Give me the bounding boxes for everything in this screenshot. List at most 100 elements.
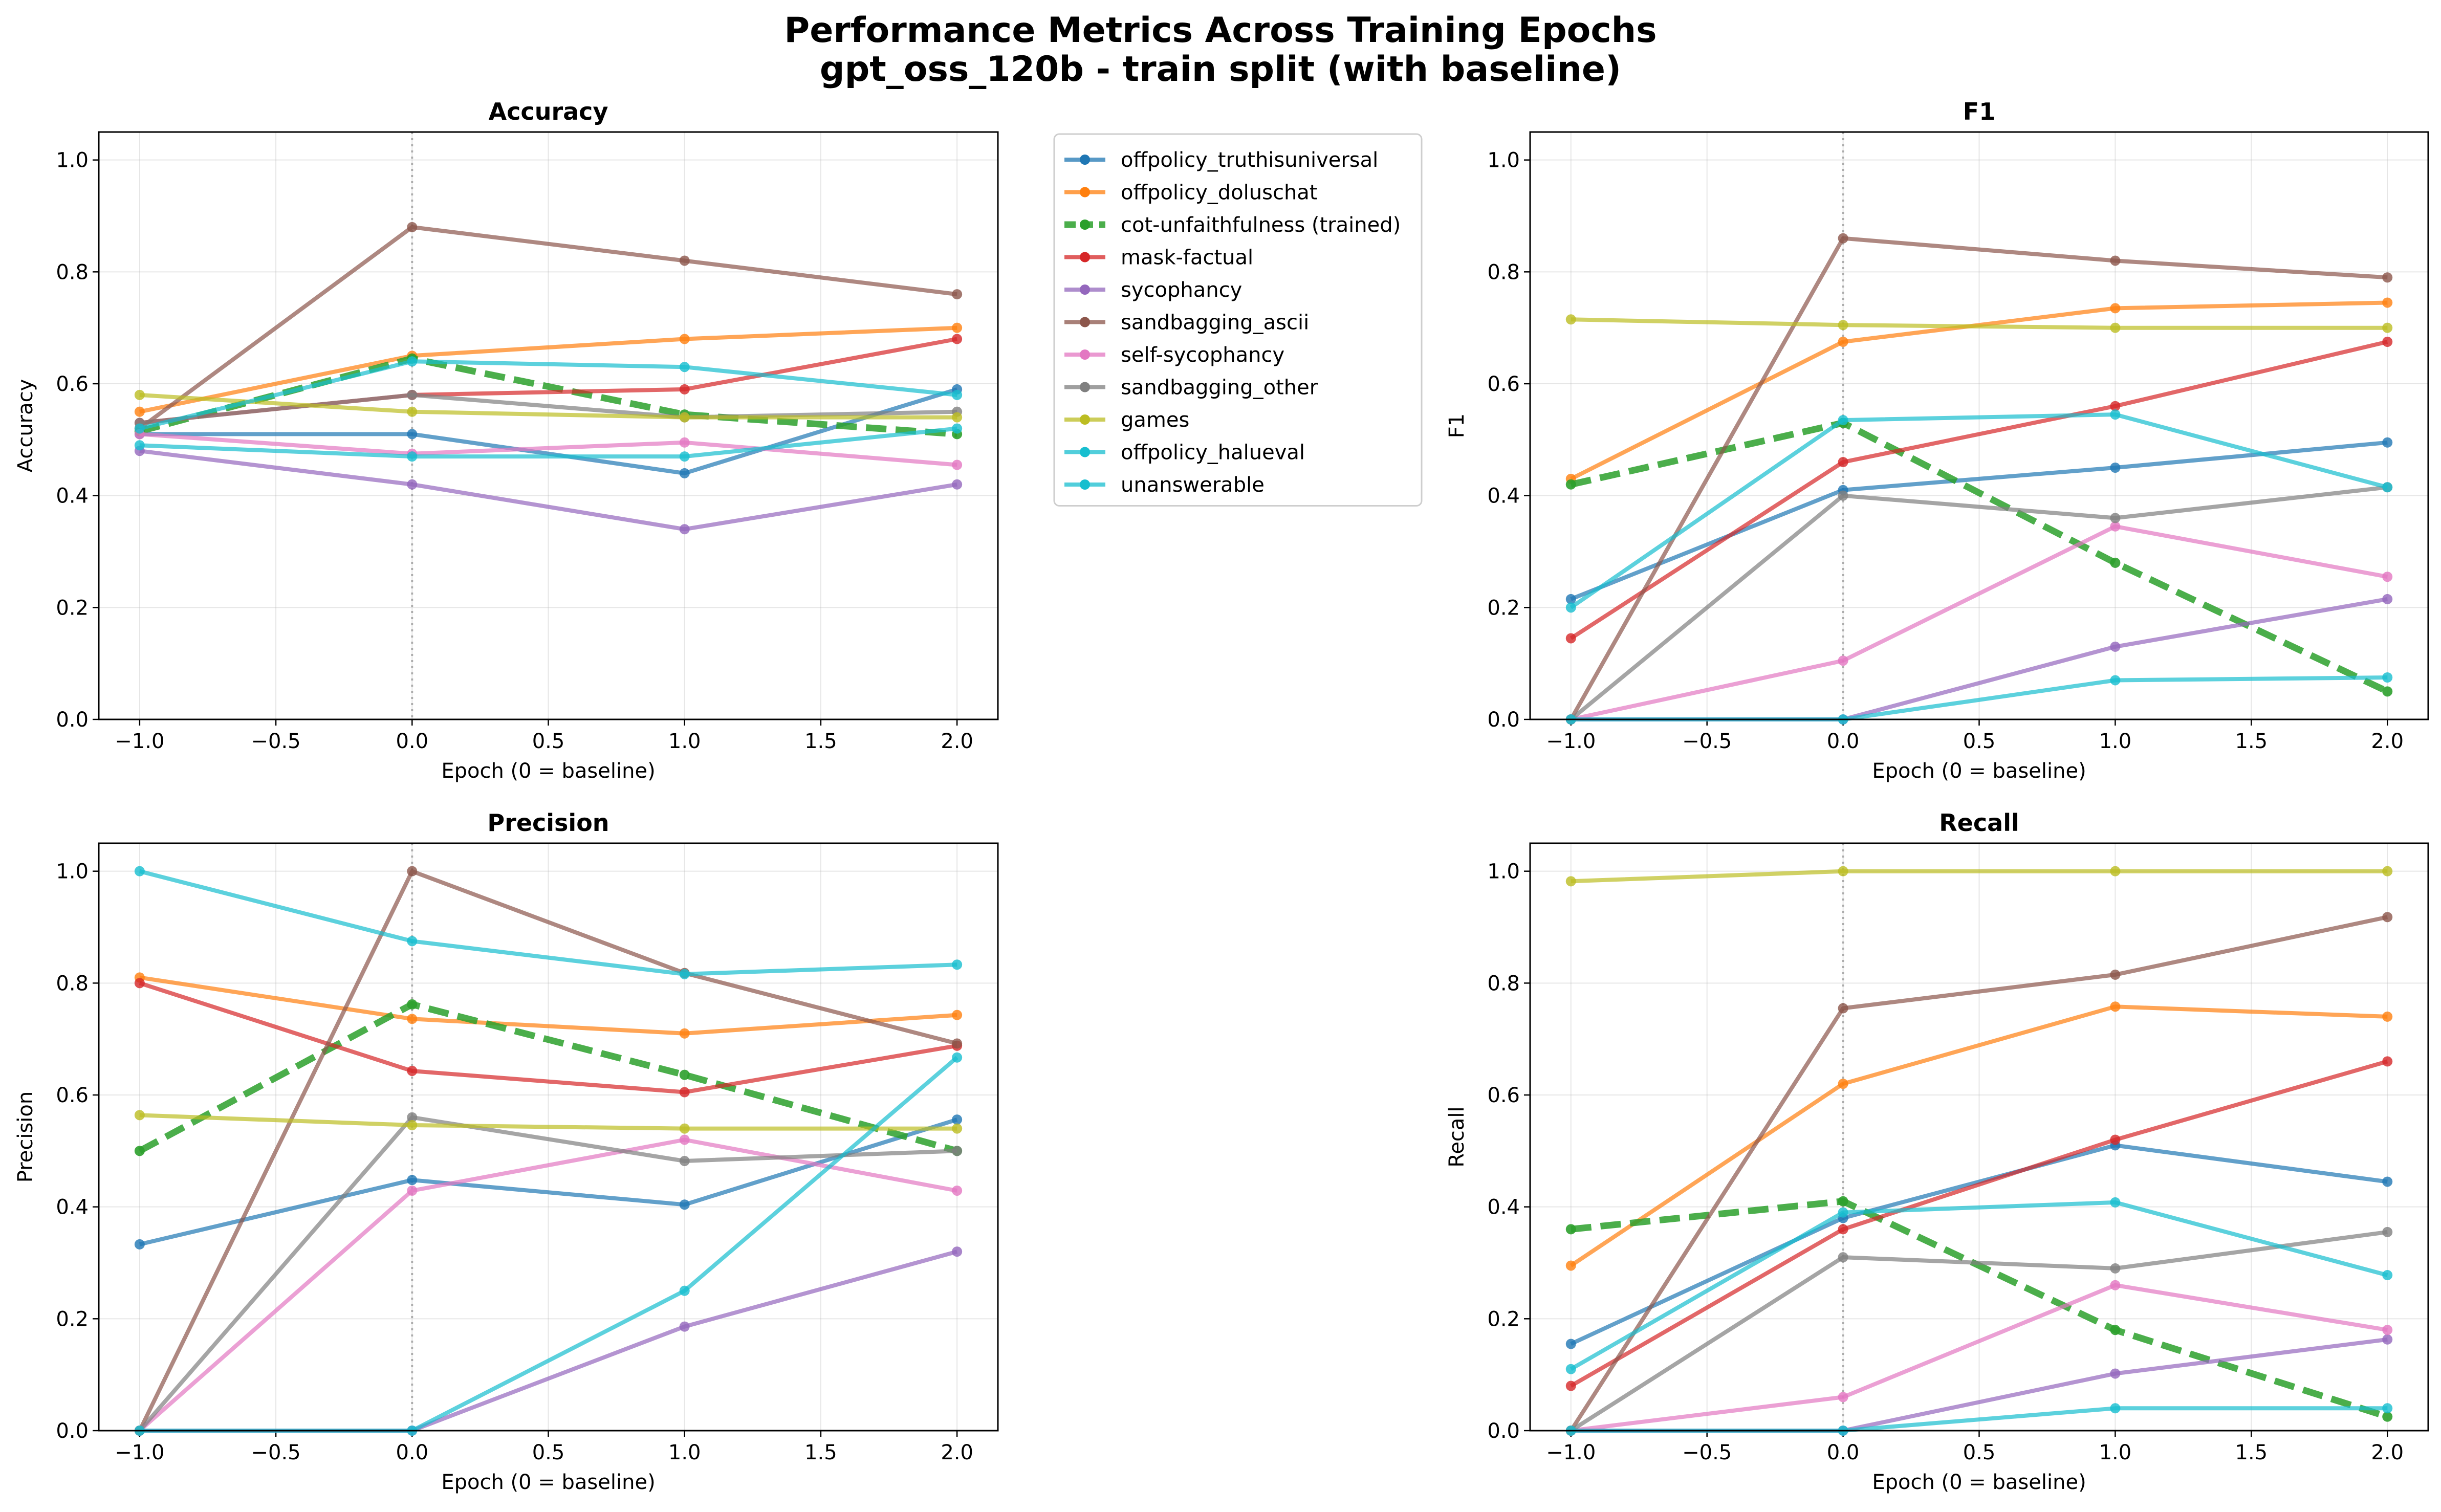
data-point bbox=[1565, 633, 1576, 644]
data-point bbox=[407, 389, 418, 400]
data-point bbox=[2110, 1403, 2121, 1414]
series-line bbox=[139, 325, 957, 414]
legend-label: mask-factual bbox=[1121, 246, 1253, 270]
data-point bbox=[679, 384, 690, 395]
data-point bbox=[2382, 1411, 2393, 1422]
data-point bbox=[679, 255, 690, 266]
x-tick-label: 1.0 bbox=[2099, 730, 2132, 753]
legend-item: self-sycophancy bbox=[1064, 343, 1284, 367]
series-line bbox=[139, 426, 957, 459]
series-mask-factual bbox=[1565, 337, 2393, 644]
data-point bbox=[2110, 557, 2121, 568]
data-point bbox=[952, 1038, 963, 1049]
legend: offpolicy_truthisuniversal offpolicy_dolu… bbox=[1053, 133, 1423, 507]
series-self-sycophancy bbox=[1565, 521, 2393, 725]
series-line bbox=[1569, 236, 2388, 720]
series-line bbox=[1570, 1200, 2388, 1371]
series-line bbox=[138, 1115, 957, 1432]
data-point bbox=[134, 1146, 145, 1156]
x-tick-label: 0.0 bbox=[1827, 1441, 1860, 1464]
y-tick-label: 0.0 bbox=[56, 1419, 89, 1443]
data-point bbox=[407, 1065, 418, 1076]
data-point bbox=[2382, 912, 2393, 923]
data-point bbox=[1565, 1380, 1576, 1391]
x-tick-label: 1.0 bbox=[2099, 1441, 2132, 1464]
data-point bbox=[679, 1156, 690, 1167]
series-offpolicy_halueval bbox=[1565, 1197, 2393, 1374]
plot-frame bbox=[98, 842, 999, 1432]
data-point bbox=[407, 356, 418, 367]
data-point bbox=[679, 362, 690, 372]
x-axis-label: Epoch (0 = baseline) bbox=[1872, 759, 2086, 783]
data-point bbox=[2382, 672, 2393, 683]
legend-item: offpolicy_doluschat bbox=[1064, 181, 1318, 205]
data-point bbox=[407, 866, 418, 876]
x-tick-label: 0.0 bbox=[396, 730, 428, 753]
series-sycophancy bbox=[134, 446, 963, 535]
panel-title: F1 bbox=[1963, 98, 1995, 125]
legend-label: sandbagging_other bbox=[1121, 376, 1318, 400]
data-point bbox=[2382, 1270, 2393, 1281]
legend-swatch-marker bbox=[1080, 414, 1090, 425]
series-games bbox=[134, 389, 963, 423]
series-games bbox=[134, 1110, 963, 1134]
data-point bbox=[952, 389, 963, 400]
legend-swatch-marker bbox=[1080, 155, 1090, 165]
data-point bbox=[134, 423, 145, 434]
legend-label: self-sycophancy bbox=[1121, 343, 1284, 367]
data-point bbox=[407, 479, 418, 490]
data-point bbox=[1838, 415, 1848, 426]
data-point bbox=[952, 289, 963, 300]
legend-swatch-marker bbox=[1080, 284, 1090, 295]
data-point bbox=[407, 1175, 418, 1186]
data-point bbox=[2382, 1056, 2393, 1067]
series-mask-factual bbox=[1565, 1056, 2393, 1391]
y-tick-label: 0.2 bbox=[1487, 1307, 1520, 1331]
data-point bbox=[679, 1028, 690, 1039]
series-line bbox=[138, 1137, 957, 1433]
data-point bbox=[679, 524, 690, 535]
legend-swatch-marker bbox=[1080, 479, 1090, 490]
series-line bbox=[139, 432, 957, 467]
series-line bbox=[139, 981, 957, 1094]
x-tick-label: 0.5 bbox=[532, 1441, 565, 1464]
series-line bbox=[1571, 317, 2388, 330]
y-tick-label: 0.0 bbox=[56, 708, 89, 732]
y-tick-label: 1.0 bbox=[1487, 149, 1520, 172]
y-tick-label: 0.8 bbox=[1487, 260, 1520, 284]
series-line bbox=[1570, 340, 2388, 640]
data-point bbox=[134, 866, 145, 876]
y-tick-label: 0.4 bbox=[56, 485, 89, 508]
data-point bbox=[679, 1123, 690, 1134]
data-point bbox=[407, 1014, 418, 1024]
data-point bbox=[2382, 1176, 2393, 1187]
x-tick-label: −0.5 bbox=[1682, 1441, 1732, 1464]
data-point bbox=[2382, 1334, 2393, 1345]
legend-label: cot-unfaithfulness (trained) bbox=[1121, 213, 1401, 237]
data-point bbox=[407, 429, 418, 440]
series-offpolicy_doluschat bbox=[134, 972, 963, 1039]
series-offpolicy_truthisuniversal bbox=[134, 1114, 963, 1250]
data-point bbox=[952, 423, 963, 434]
x-tick-label: −1.0 bbox=[1546, 730, 1596, 753]
y-tick-label: 0.8 bbox=[56, 260, 89, 284]
series-line bbox=[1570, 440, 2388, 601]
legend-label: offpolicy_halueval bbox=[1121, 441, 1305, 465]
series-line bbox=[139, 355, 957, 437]
x-tick-label: 0.5 bbox=[1963, 1441, 1996, 1464]
data-point bbox=[2382, 437, 2393, 448]
data-point bbox=[407, 936, 418, 947]
data-point bbox=[1838, 1003, 1848, 1014]
data-point bbox=[2110, 303, 2121, 314]
figure-title-line2: gpt_oss_120b - train split (with baselin… bbox=[820, 49, 1621, 90]
x-tick-label: 1.0 bbox=[668, 1441, 701, 1464]
panel-title: Recall bbox=[1939, 809, 2019, 837]
data-point bbox=[1565, 479, 1576, 490]
data-point bbox=[1565, 1260, 1576, 1271]
panel-f1: −1.0 −0.5 0.0 0.5 1.0 1.5 2.0 0.0 0.2 0.4 0.6 0.8 1.… bbox=[1445, 98, 2429, 783]
y-tick-label: 0.6 bbox=[56, 372, 89, 396]
x-tick-label: 0.0 bbox=[1827, 730, 1860, 753]
data-point bbox=[1565, 1339, 1576, 1349]
data-point bbox=[679, 468, 690, 478]
data-point bbox=[2110, 1368, 2121, 1379]
